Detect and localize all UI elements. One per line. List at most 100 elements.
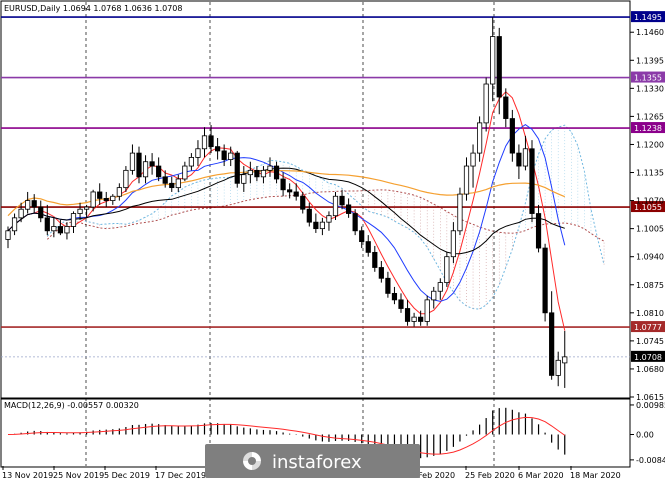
candle-bull xyxy=(182,165,188,180)
candle-bull xyxy=(457,193,463,232)
y-tick-label: 1.1265 xyxy=(636,112,664,121)
candle-bear xyxy=(162,176,168,184)
x-tick-label: 6 Mar 2020 xyxy=(518,471,564,480)
candle-bear xyxy=(44,217,50,232)
candle-bear xyxy=(214,146,221,152)
x-tick-label: Feb 2020 xyxy=(418,471,455,480)
x-tick-label: 18 Mar 2020 xyxy=(570,471,621,480)
watermark-background xyxy=(205,444,420,478)
candle-bear xyxy=(503,96,509,119)
level-price-label: 1.0777 xyxy=(634,323,662,332)
x-tick-label: 25 Feb 2020 xyxy=(465,471,515,480)
y-tick-label: 1.0615 xyxy=(636,393,664,402)
time-separators xyxy=(85,2,495,466)
candle-bear xyxy=(221,150,227,160)
candle-bull xyxy=(188,157,194,167)
candle-bear xyxy=(273,165,280,180)
candle-bull xyxy=(450,230,457,258)
candle-bull xyxy=(51,226,57,232)
candle-bull xyxy=(129,152,136,171)
candle-bull xyxy=(424,299,430,322)
candle-bear xyxy=(516,152,522,167)
level-price-tag xyxy=(631,122,665,134)
candle-bull xyxy=(11,217,18,232)
candle-bull xyxy=(142,161,149,178)
candle-bear xyxy=(208,135,214,148)
candle-bull xyxy=(444,256,450,284)
candle-bull xyxy=(555,359,561,376)
candles xyxy=(5,17,568,388)
level-price-tag xyxy=(631,71,665,83)
ichimoku-cloud xyxy=(46,124,605,310)
candle-bear xyxy=(365,241,371,253)
cloud-span-a xyxy=(46,124,605,310)
candle-bull xyxy=(476,122,483,154)
candle-bear xyxy=(313,221,319,230)
candle-bear xyxy=(529,148,535,214)
candle-bull xyxy=(228,152,234,160)
candle-bull xyxy=(326,215,332,223)
y-tick-label: 1.1200 xyxy=(636,140,664,149)
macd-signal-line xyxy=(7,416,566,455)
y-tick-label: 1.0745 xyxy=(636,337,664,346)
candle-bear xyxy=(306,208,312,223)
y-tick-label: 1.1135 xyxy=(636,169,664,178)
candle-bear xyxy=(156,165,162,178)
candle-bear xyxy=(359,230,365,242)
candle-bull xyxy=(319,221,326,230)
candle-bull xyxy=(267,165,273,171)
candle-bear xyxy=(418,316,424,322)
candle-bull xyxy=(483,83,489,124)
candle-bull xyxy=(5,230,11,240)
ma-black-line xyxy=(7,167,565,255)
macd-y-tick-label: -0.00846 xyxy=(636,456,665,465)
candle-bear xyxy=(385,277,391,294)
candle-bear xyxy=(372,251,378,268)
candle-bull xyxy=(116,187,122,197)
candle-bull xyxy=(123,169,129,189)
candle-bull xyxy=(70,213,77,227)
candle-bear xyxy=(280,178,286,191)
candle-bull xyxy=(195,148,201,158)
candle-bear xyxy=(549,312,555,376)
level-price-label: 1.1495 xyxy=(634,13,662,22)
level-price-label: 1.1055 xyxy=(634,203,662,212)
y-tick-label: 1.1460 xyxy=(636,28,664,37)
candle-bear xyxy=(38,206,44,219)
candle-bull xyxy=(470,152,476,167)
candle-bull xyxy=(201,135,208,150)
y-tick-label: 1.0875 xyxy=(636,281,664,290)
y-axis: 1.1460 1.1395 1.1330 1.1265 1.1200 1.1135 1.10… xyxy=(630,28,665,465)
candle-bull xyxy=(332,195,339,217)
candle-bull xyxy=(241,174,247,184)
current-price-label: 1.0708 xyxy=(634,353,662,362)
ma-orange-line xyxy=(7,169,566,217)
y-tick-label: 1.1070 xyxy=(636,197,664,206)
y-tick-label: 1.0940 xyxy=(636,253,664,262)
macd-y-tick-label: 0.00985 xyxy=(636,401,665,410)
watermark-banner: instaforex xyxy=(205,444,420,478)
candle-bear xyxy=(254,169,260,178)
candle-bear xyxy=(542,247,548,314)
candle-bull xyxy=(437,282,443,292)
moving-averages xyxy=(7,91,566,331)
candle-bear xyxy=(535,213,542,249)
candle-bull xyxy=(522,148,529,167)
y-tick-label: 1.1330 xyxy=(636,84,664,93)
candle-bull xyxy=(90,191,96,208)
level-price-tag xyxy=(631,11,665,23)
level-price-tag xyxy=(631,321,665,333)
candle-bull xyxy=(110,195,116,201)
level-price-label: 1.1238 xyxy=(634,124,662,133)
x-tick-label: 5 Dec 2019 xyxy=(104,471,150,480)
candle-bull xyxy=(411,316,417,322)
x-tick-label: 25 Nov 2019 xyxy=(53,471,104,480)
cloud-span-b xyxy=(46,189,605,242)
candle-bear xyxy=(234,152,240,184)
candle-bear xyxy=(103,198,109,201)
y-tick-label: 1.1395 xyxy=(636,56,664,65)
candle-bear xyxy=(352,213,358,232)
level-price-tag xyxy=(631,201,665,213)
